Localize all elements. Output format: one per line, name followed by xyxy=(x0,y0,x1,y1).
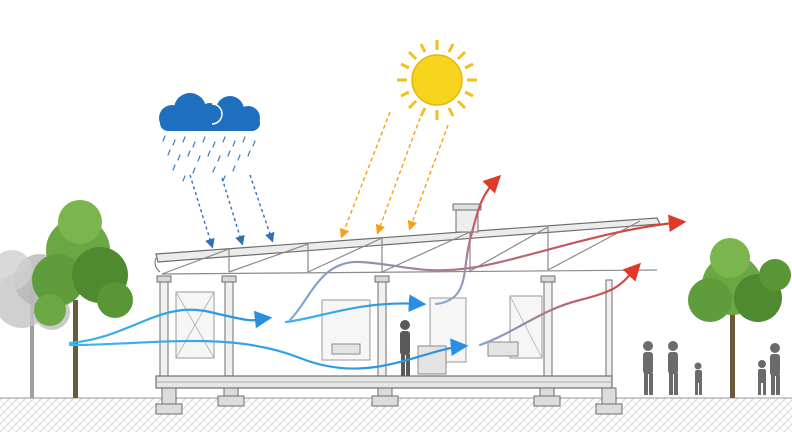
airflow-arrows xyxy=(68,174,687,370)
rain-arrows xyxy=(189,174,275,249)
tree-icon xyxy=(688,238,791,398)
person-silhouette-icon xyxy=(758,360,766,395)
sunlight-arrows xyxy=(339,111,449,239)
building-section xyxy=(154,203,661,415)
people-group xyxy=(643,341,780,395)
rain-cloud-icon xyxy=(159,93,260,131)
person-silhouette-icon xyxy=(694,362,702,395)
tree-icon xyxy=(32,200,133,398)
person-silhouette-icon xyxy=(400,320,410,376)
person-silhouette-icon xyxy=(643,341,653,395)
rain-drops xyxy=(162,135,256,182)
person-silhouette-icon xyxy=(668,341,678,395)
person-silhouette-icon xyxy=(770,343,780,395)
sun-icon xyxy=(397,40,477,120)
